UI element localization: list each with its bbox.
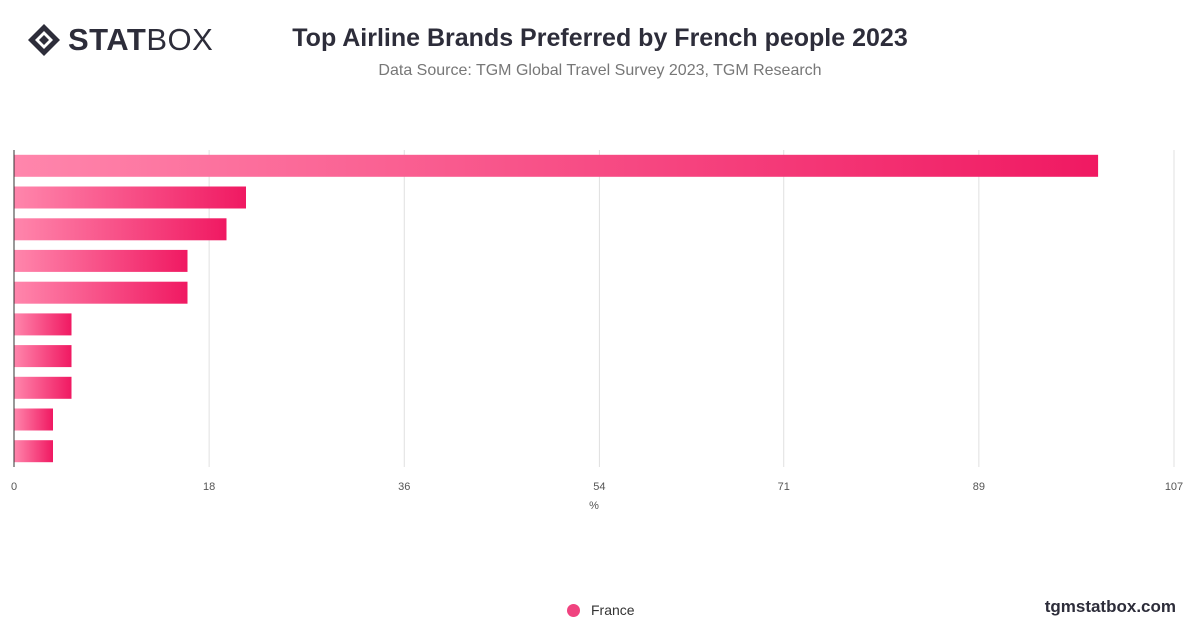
bar[interactable] — [14, 281, 188, 304]
footer-url: tgmstatbox.com — [1044, 597, 1176, 616]
x-tick-label: 89 — [973, 481, 985, 493]
x-axis-label: % — [589, 500, 599, 512]
logo-wordmark: STATBOX — [68, 22, 213, 58]
bars — [14, 154, 1099, 463]
bar[interactable] — [14, 345, 72, 368]
grid-lines — [208, 150, 1175, 467]
bar[interactable] — [14, 376, 72, 399]
x-tick-label: 54 — [593, 481, 605, 493]
chart-subtitle: Data Source: TGM Global Travel Survey 20… — [378, 62, 822, 79]
x-tick-label: 0 — [11, 481, 17, 493]
bar[interactable] — [14, 408, 53, 431]
bar[interactable] — [14, 440, 53, 463]
x-axis-ticks: 0 18 36 54 71 89 107 — [11, 481, 1183, 493]
statbox-logo: STATBOX — [26, 22, 213, 58]
bar[interactable] — [14, 186, 246, 209]
x-tick-label: 107 — [1165, 481, 1183, 493]
x-tick-label: 18 — [203, 481, 215, 493]
x-tick-label: 36 — [398, 481, 410, 493]
legend-swatch — [567, 603, 580, 617]
chart-title: Top Airline Brands Preferred by French p… — [292, 24, 908, 52]
bar[interactable] — [14, 154, 1099, 177]
bar[interactable] — [14, 249, 188, 272]
diamond-logo-icon — [28, 24, 60, 56]
legend[interactable]: France — [567, 602, 635, 618]
x-tick-label: 71 — [778, 481, 790, 493]
bar[interactable] — [14, 313, 72, 336]
legend-label: France — [591, 602, 635, 618]
logo-light-text: BOX — [146, 22, 214, 57]
logo-bold-text: STAT — [68, 22, 147, 57]
bar[interactable] — [14, 218, 227, 241]
